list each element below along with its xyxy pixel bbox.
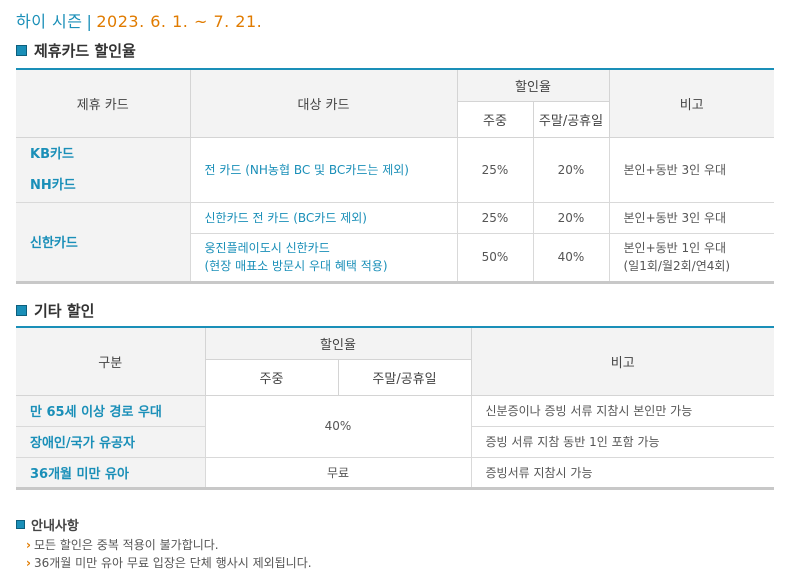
card-nh: NH카드 [30,177,76,193]
note-kbnh: 본인+동반 3인 우대 [608,136,774,203]
header-category: 구분 [16,326,206,396]
section-title-text: 기타 할인 [34,302,95,320]
season-period: 하이 시즌 | 2023. 6. 1. ~ 7. 21. [16,8,262,32]
note-shinhan-playdoci: 본인+동반 1인 우대 (일1회/월2회/연4회) [608,232,774,283]
notice-title: 안내사항 [16,515,79,534]
rate-senior-disabled: 40% [204,394,472,458]
weekday-shinhan-all: 25% [456,201,534,234]
square-bullet-icon [16,520,25,529]
card-shinhan: 신한카드 [16,201,191,283]
header-target-card: 대상 카드 [189,68,458,138]
section-title-text: 제휴카드 할인율 [34,42,136,60]
partner-card-discount-table: 제휴 카드 대상 카드 할인율 비고 주중 주말/공휴일 KB카드 NH카드 전… [16,68,774,284]
header-weekday: 주중 [205,358,339,396]
other-discount-table: 구분 할인율 비고 주중 주말/공휴일 만 65세 이상 경로 우대 40% 신… [16,326,774,490]
notice-item: 모든 할인은 중복 적용이 불가합니다. [26,536,312,554]
note-infant: 증빙서류 지참시 가능 [470,456,774,489]
weekend-kbnh: 20% [532,136,610,203]
category-infant: 36개월 미만 유아 [16,456,206,489]
weekday-kbnh: 25% [456,136,534,203]
weekday-shinhan-playdoci: 50% [456,232,534,283]
square-bullet-icon [16,45,27,56]
header-note: 비고 [608,68,774,138]
header-weekend: 주말/공휴일 [532,100,609,138]
card-kb: KB카드 [30,146,74,162]
header-partner-card: 제휴 카드 [16,68,191,138]
category-senior: 만 65세 이상 경로 우대 [16,394,206,427]
target-shinhan-all: 신한카드 전 카드 (BC카드 제외) [189,201,458,234]
category-disabled: 장애인/국가 유공자 [16,425,206,458]
note-shinhan-all: 본인+동반 3인 우대 [608,201,774,234]
target-line-1: 웅진플레이도시 신한카드 [204,241,330,255]
note-line-1: 본인+동반 1인 우대 [623,241,727,255]
card-group-kb-nh: KB카드 NH카드 [16,136,191,203]
season-separator: | [86,12,93,31]
weekend-shinhan-playdoci: 40% [532,232,610,283]
season-label: 하이 시즌 [16,12,83,31]
header-weekday: 주중 [457,100,534,138]
section-title-partner-cards: 제휴카드 할인율 [16,40,136,61]
header-discount-rate: 할인율 [456,68,610,102]
header-note: 비고 [470,326,774,396]
header-discount-rate: 할인율 [204,326,472,360]
target-line-2: (현장 매표소 방문시 우대 혜택 적용) [204,259,388,273]
target-shinhan-playdoci: 웅진플레이도시 신한카드 (현장 매표소 방문시 우대 혜택 적용) [190,232,458,283]
rate-infant: 무료 [204,456,472,489]
weekend-shinhan-all: 20% [532,201,610,234]
note-line-2: (일1회/월2회/연4회) [623,259,731,273]
notice-item: 36개월 미만 유아 무료 입장은 단체 행사시 제외됩니다. [26,554,312,572]
note-disabled: 증빙 서류 지참 동반 1인 포함 가능 [470,425,774,458]
notice-title-text: 안내사항 [31,519,79,534]
target-kbnh: 전 카드 (NH농협 BC 및 BC카드는 제외) [189,136,458,203]
section-title-other-discounts: 기타 할인 [16,300,94,321]
square-bullet-icon [16,305,27,316]
note-senior: 신분증이나 증빙 서류 지참시 본인만 가능 [470,394,774,427]
season-dates: 2023. 6. 1. ~ 7. 21. [96,12,263,31]
header-weekend: 주말/공휴일 [337,358,471,396]
